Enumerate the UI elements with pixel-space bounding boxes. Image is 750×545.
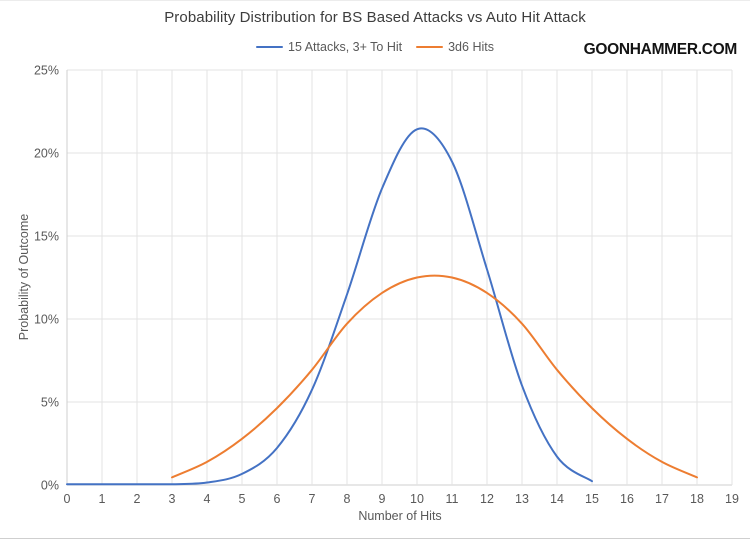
top-border <box>0 0 750 1</box>
x-tick-label: 1 <box>99 492 106 506</box>
legend-line-blue-icon <box>256 46 284 48</box>
x-tick-label: 15 <box>585 492 599 506</box>
x-tick-label: 11 <box>446 492 459 506</box>
x-tick-label: 8 <box>344 492 351 506</box>
x-tick-label: 16 <box>620 492 634 506</box>
x-tick-label: 12 <box>480 492 494 506</box>
y-tick-label: 5% <box>41 396 59 410</box>
x-tick-label: 17 <box>655 492 669 506</box>
y-tick-label: 15% <box>34 230 59 244</box>
legend-label-3d6-hits: 3d6 Hits <box>448 40 494 54</box>
legend-item-bs-attacks: 15 Attacks, 3+ To Hit <box>256 40 402 54</box>
x-tick-label: 2 <box>134 492 141 506</box>
x-tick-label: 10 <box>410 492 424 506</box>
x-tick-label: 7 <box>309 492 316 506</box>
y-tick-label: 0% <box>41 479 59 493</box>
x-tick-label: 6 <box>274 492 281 506</box>
x-tick-label: 5 <box>239 492 246 506</box>
series-line-1 <box>171 274 698 479</box>
x-tick-label: 4 <box>204 492 211 506</box>
x-tick-label: 14 <box>550 492 564 506</box>
chart-title: Probability Distribution for BS Based At… <box>164 9 586 26</box>
y-tick-label: 25% <box>34 64 59 78</box>
bottom-border <box>0 538 750 539</box>
watermark: GOONHAMMER.COM <box>583 41 738 58</box>
x-tick-label: 13 <box>515 492 529 506</box>
x-tick-label: 9 <box>379 492 386 506</box>
x-tick-label: 3 <box>169 492 176 506</box>
y-tick-label: 10% <box>34 313 59 327</box>
x-tick-label: 19 <box>725 492 739 506</box>
legend-item-3d6-hits: 3d6 Hits <box>416 40 494 54</box>
series-line-0 <box>66 127 593 486</box>
x-tick-label: 0 <box>64 492 71 506</box>
legend-line-orange-icon <box>416 46 444 48</box>
legend-label-bs-attacks: 15 Attacks, 3+ To Hit <box>288 40 403 54</box>
y-tick-label: 20% <box>34 147 59 161</box>
legend: 15 Attacks, 3+ To Hit 3d6 Hits <box>0 40 750 54</box>
x-tick-label: 18 <box>690 492 704 506</box>
x-axis-title: Number of Hits <box>358 509 442 523</box>
